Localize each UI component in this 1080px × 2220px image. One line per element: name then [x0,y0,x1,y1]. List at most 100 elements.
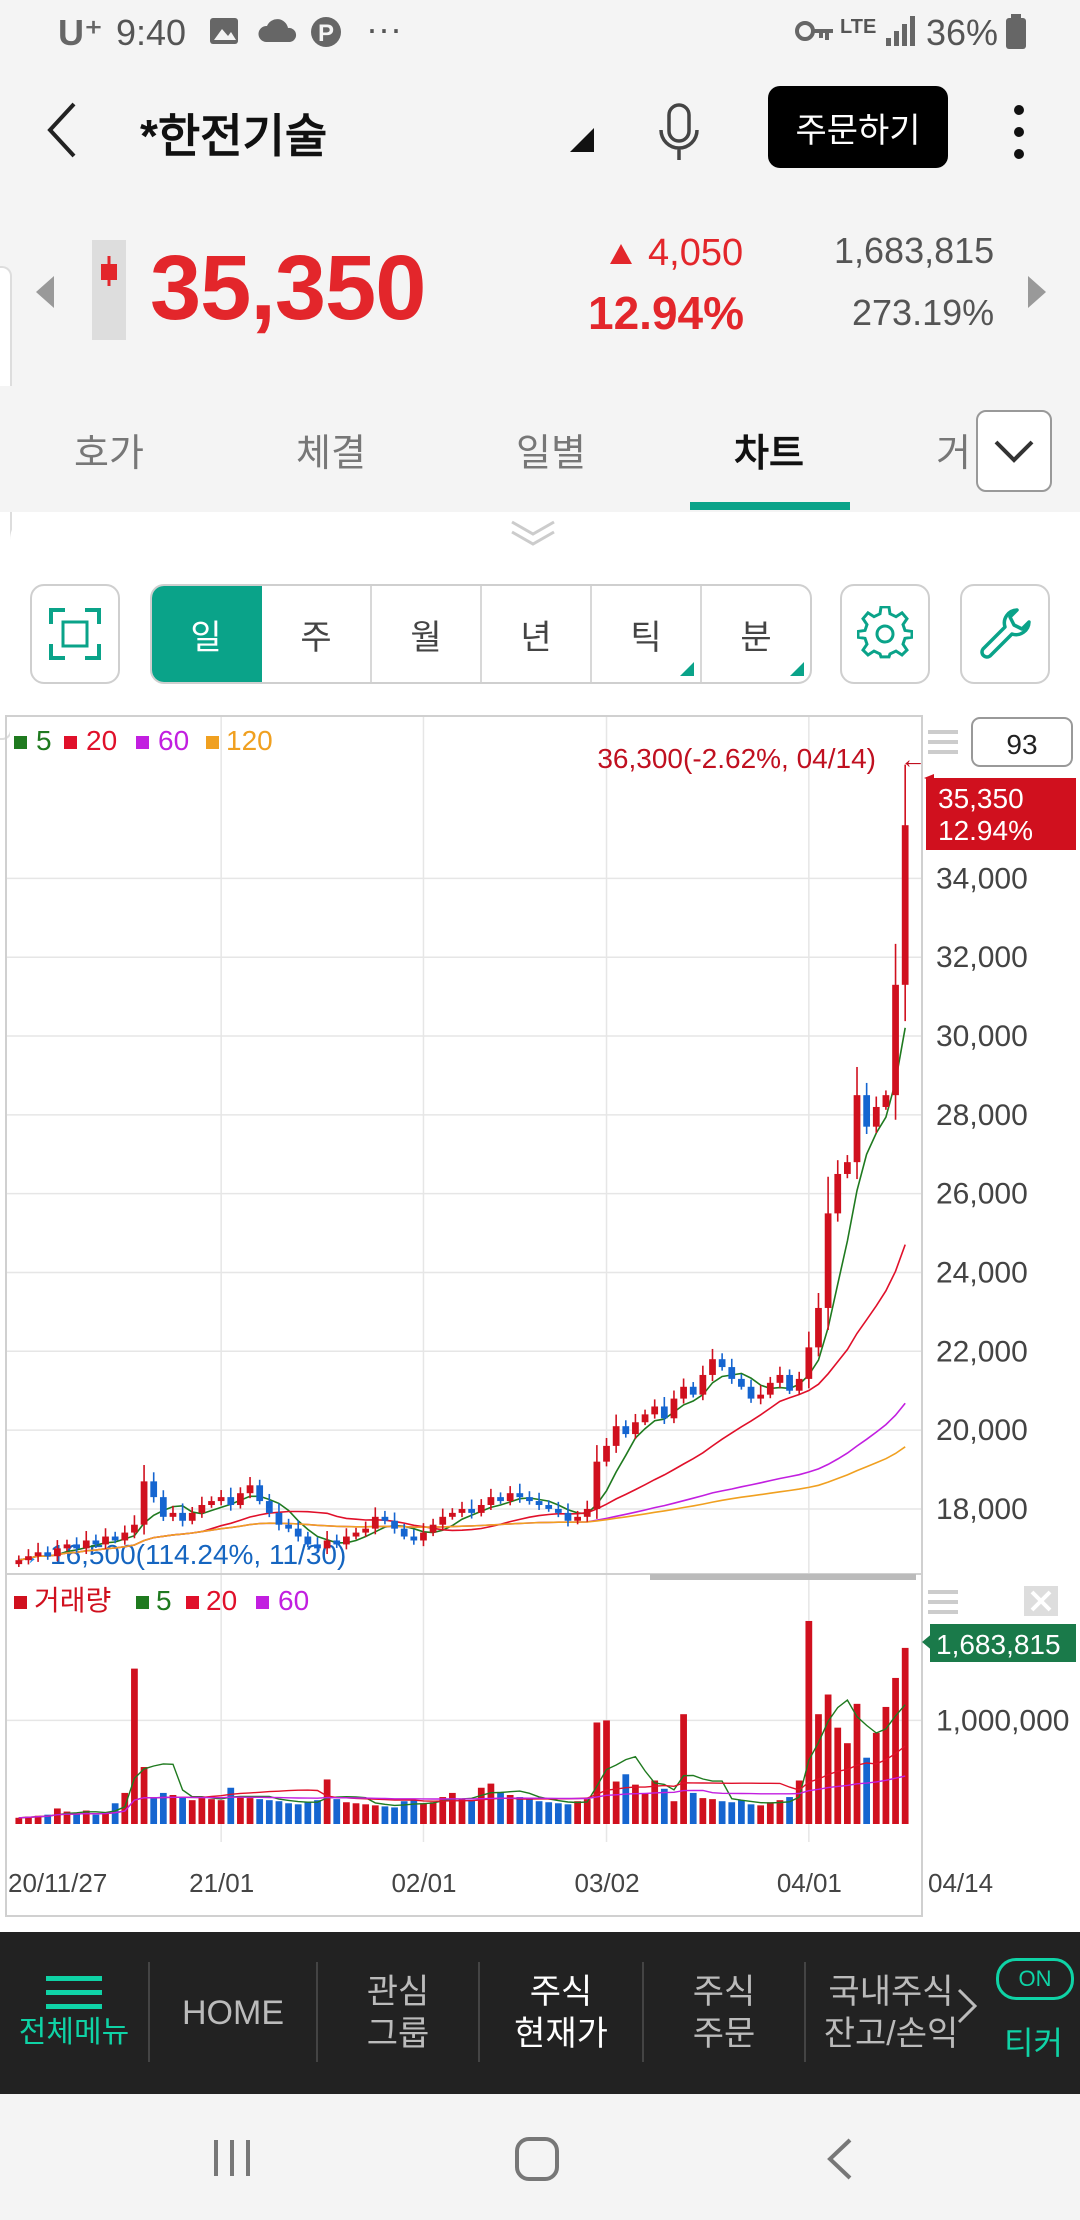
volume-bar [82,1810,90,1824]
current-price: 35,350 [150,237,426,339]
volume-bar [246,1798,254,1824]
volume-bar [882,1706,890,1824]
key-icon [795,21,833,41]
tab-chart[interactable]: 차트 [734,433,804,475]
tab-more[interactable]: 거 [936,433,971,475]
nav-divider [316,1962,318,2062]
candle-body [632,1422,639,1435]
candle-body [776,1374,784,1383]
volume-bar [458,1799,466,1824]
stock-chart[interactable]: 5 20 60 120 93 36,300(-2.62%, 04/14) ← →… [0,712,1080,1922]
nav-divider [478,1962,480,2062]
candle-body [246,1485,254,1494]
prev-stock-icon[interactable] [34,274,56,310]
up-arrow-icon [610,244,632,264]
tab-expand-button[interactable] [976,410,1052,492]
submenu-corner-icon [680,662,694,676]
period-minute[interactable]: 분 [702,586,810,682]
volume-menu-icon[interactable] [928,1590,958,1614]
tab-orderbook[interactable]: 호가 [74,433,144,475]
volume-bars [15,1620,909,1824]
volume-bar [805,1620,813,1824]
period-day[interactable]: 일 [152,586,262,682]
period-tick[interactable]: 틱 [592,586,702,682]
period-month-label: 월 [410,618,442,657]
order-button[interactable]: 주문하기 [768,86,948,168]
nav-all-menu[interactable]: 전체메뉴 [0,1932,148,2094]
microphone-icon[interactable] [656,102,702,164]
close-volume-icon[interactable] [1024,1586,1058,1616]
price-tick-label: 18,000 [936,1493,1028,1526]
candle-body [593,1461,601,1509]
volume-bar [872,1732,880,1824]
legend-label-ma5: 5 [36,725,52,756]
back-icon[interactable] [44,100,80,160]
candle-body [526,1497,533,1502]
nav-current-price[interactable]: 주식 현재가 [480,1932,642,2094]
nav-home[interactable]: HOME [150,1932,316,2094]
candle-body [304,1536,312,1545]
period-tick-label: 틱 [630,618,662,657]
more-menu-icon[interactable] [1004,102,1034,162]
back-nav-icon[interactable] [822,2136,856,2182]
stock-dropdown-icon[interactable] [568,126,596,154]
candle-body [506,1493,514,1502]
volume-bar [217,1800,225,1824]
volume-bar [651,1780,659,1824]
volume-ratio: 273.19% [852,292,995,333]
indicator-menu-icon[interactable] [928,730,958,754]
price-tick-label: 32,000 [936,941,1028,974]
trade-volume: 1,683,815 [834,230,995,271]
carrier-label: U⁺ [58,12,103,53]
candle-body [410,1536,418,1541]
volume-bar [526,1799,533,1824]
nav-order[interactable]: 주식 주문 [644,1932,804,2094]
volume-bar [632,1784,639,1824]
hamburger-menu-icon [46,1976,102,2009]
candle-body [73,1544,80,1549]
recent-apps-icon[interactable] [210,2136,256,2180]
volume-bar [863,1757,871,1824]
volume-bar [410,1800,418,1824]
tab-trades[interactable]: 체결 [296,433,366,475]
next-stock-icon[interactable] [1026,274,1048,310]
date-axis: 20/11/27 21/01 02/01 03/02 04/01 04/14 [8,1868,993,1898]
chart-settings-button[interactable] [840,584,930,684]
chart-tools-button[interactable] [960,584,1050,684]
ticker-toggle[interactable]: ON [996,1958,1074,2000]
volume-bar [381,1806,389,1824]
volume-tag-box [930,1624,1076,1662]
volume-tag-value: 1,683,815 [936,1629,1061,1660]
volume-bar [738,1800,745,1824]
tab-daily[interactable]: 일별 [516,433,586,475]
network-type: LTE [840,16,877,38]
volume-bar [612,1781,620,1824]
fullscreen-button[interactable] [30,584,120,684]
candle-count-box[interactable] [971,717,1073,767]
candle-body [872,1106,880,1127]
volume-bar [689,1792,697,1824]
nav-balance[interactable]: 국내주식 잔고/손익 [806,1932,976,2094]
price-tick-label: 26,000 [936,1178,1028,1211]
high-arrow-icon: ← [900,744,926,774]
stock-name[interactable]: *한전기술 [140,110,328,162]
chevron-right-icon[interactable] [955,1986,979,2026]
candle-body [237,1493,244,1506]
period-month[interactable]: 월 [372,586,482,682]
date-tick-label: 21/01 [189,1868,254,1898]
nav-divider [804,1962,806,2062]
period-week[interactable]: 주 [262,586,372,682]
price-legend: 5 20 60 120 [14,725,273,756]
candle-body [179,1512,186,1521]
nav-watchlist[interactable]: 관심 그룹 [318,1932,478,2094]
volume-bar [815,1714,822,1824]
candle-body [786,1374,793,1391]
gear-icon [857,606,913,659]
candle-body [651,1406,659,1415]
period-year[interactable]: 년 [482,586,592,682]
home-icon[interactable] [512,2134,562,2184]
collapse-handle-icon[interactable] [508,518,558,546]
volume-bar [111,1803,119,1824]
volume-bar [448,1792,456,1824]
period-minute-label: 분 [740,618,772,657]
